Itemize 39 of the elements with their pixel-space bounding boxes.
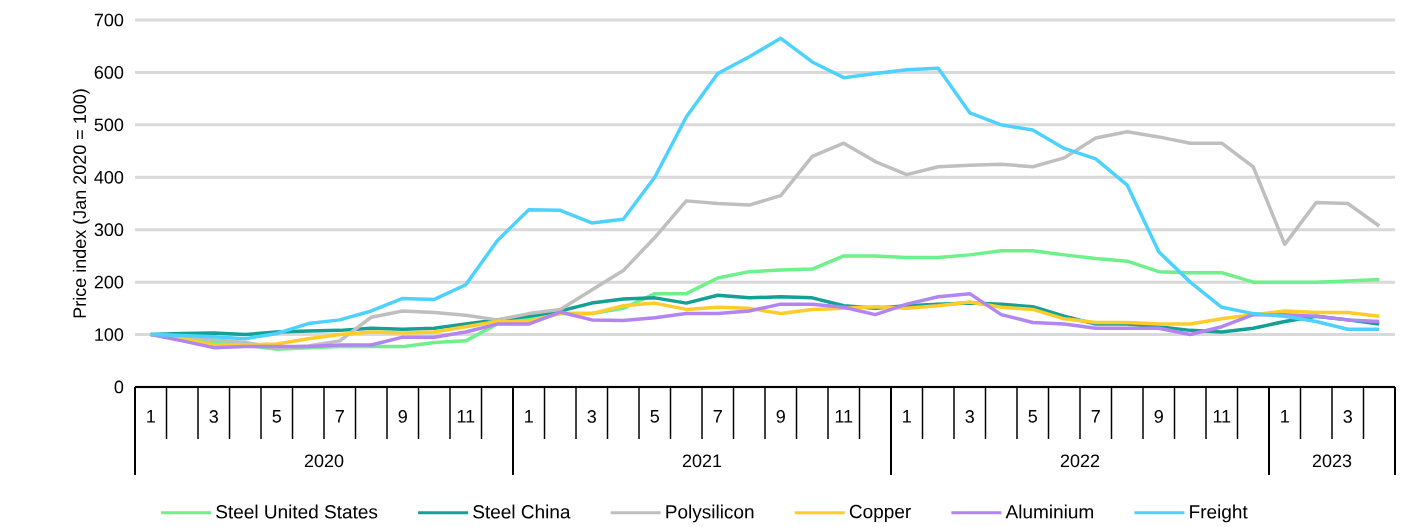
x-tick-label: 9 xyxy=(398,410,407,423)
legend-label: Polysilicon xyxy=(666,504,754,523)
y-tick-label: 500 xyxy=(94,118,124,132)
legend-label: Freight xyxy=(1190,504,1248,523)
x-tick-label: 1 xyxy=(1281,410,1289,423)
x-tick-label: 1 xyxy=(525,410,533,423)
x-tick-label: 3 xyxy=(587,410,596,423)
x-tick-label: 3 xyxy=(209,410,218,423)
y-tick-label: 700 xyxy=(94,13,124,27)
x-tick-label: 7 xyxy=(713,410,722,423)
text: 2021 xyxy=(682,454,722,468)
x-tick-label: 3 xyxy=(965,410,974,423)
y-tick-label: 400 xyxy=(94,170,124,184)
legend-label: Aluminium xyxy=(1005,504,1093,519)
x-tick-label: 9 xyxy=(776,410,785,423)
text: 2023 xyxy=(1312,454,1352,468)
legend-label: Steel United States xyxy=(216,504,378,519)
x-tick-label: 5 xyxy=(1028,410,1038,423)
x-tick-label: 1 xyxy=(147,410,155,423)
y-tick-label: 300 xyxy=(94,223,124,237)
x-tick-label: 7 xyxy=(1091,410,1100,423)
x-tick-label: 3 xyxy=(1343,410,1352,423)
legend-label: Steel China xyxy=(473,504,571,519)
x-tick-label: 9 xyxy=(1154,410,1163,423)
x-tick-label: 11 xyxy=(835,410,853,423)
text: 2020 xyxy=(304,454,344,468)
x-tick-label: 11 xyxy=(457,410,475,423)
y-tick-label: 600 xyxy=(94,66,124,79)
legend-label: Copper xyxy=(849,504,911,523)
x-tick-label: 1 xyxy=(903,410,911,423)
text: 2022 xyxy=(1060,454,1100,468)
x-tick-label: 5 xyxy=(272,410,282,423)
y-tick-label: 200 xyxy=(94,275,124,289)
y-tick-label: 100 xyxy=(95,328,124,341)
x-tick-label: 11 xyxy=(1213,410,1231,423)
x-tick-label: 7 xyxy=(335,410,344,423)
y-axis-title: Price index (Jan 2020 = 100) xyxy=(72,89,90,318)
x-tick-label: 5 xyxy=(650,410,660,423)
y-tick-label: 0 xyxy=(114,380,124,394)
